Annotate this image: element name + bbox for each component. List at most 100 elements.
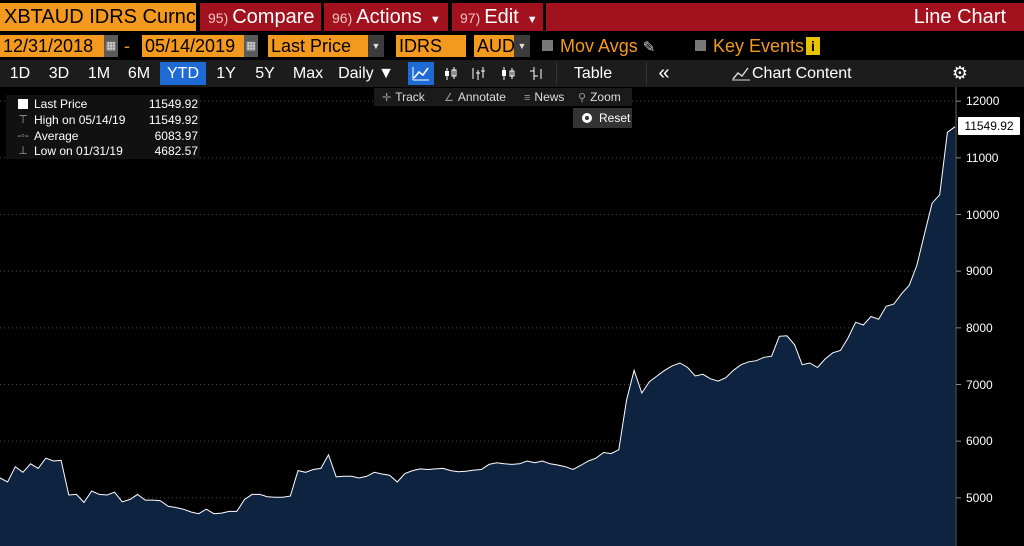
legend-value: 11549.92 bbox=[148, 97, 198, 111]
options-bar: 12/31/2018 ▦ - 05/14/2019 ▦ Last Price ▼… bbox=[0, 33, 1024, 60]
range-1y[interactable]: 1Y bbox=[216, 65, 236, 82]
actions-button[interactable]: 96) Actions ▼ bbox=[324, 3, 448, 31]
crosshair-icon: ✛ bbox=[382, 92, 392, 104]
line-chart-icon[interactable] bbox=[408, 62, 434, 85]
actions-number: 96) bbox=[332, 10, 353, 26]
info-icon[interactable]: i bbox=[806, 37, 820, 55]
range-1m[interactable]: 1M bbox=[87, 65, 111, 82]
news-label: News bbox=[534, 90, 565, 104]
legend-value: 6083.97 bbox=[154, 129, 198, 143]
price-chart[interactable] bbox=[0, 87, 1024, 546]
header-bar: XBTAUD IDRS Curnc 95) Compare 96) Actions ▼… bbox=[0, 0, 1024, 33]
edit-label: Edit bbox=[484, 6, 519, 28]
square-icon bbox=[18, 99, 28, 109]
track-label: Track bbox=[395, 90, 425, 104]
mov-avgs-label[interactable]: Mov Avgs ✎ bbox=[560, 35, 655, 59]
legend-label: Low on 01/31/19 bbox=[34, 144, 123, 158]
range-1d[interactable]: 1D bbox=[9, 65, 31, 82]
legend-row-average: -◦- Average 6083.97 bbox=[6, 129, 200, 144]
magnifier-icon: ⚲ bbox=[578, 92, 587, 104]
compare-button[interactable]: 95) Compare bbox=[200, 3, 321, 31]
ohlc-chart-icon[interactable] bbox=[466, 62, 492, 85]
legend-value: 11549.92 bbox=[148, 113, 198, 127]
legend-label: High on 05/14/19 bbox=[34, 113, 126, 127]
chevron-down-icon[interactable]: ▼ bbox=[368, 35, 384, 57]
mov-avgs-checkbox[interactable] bbox=[542, 40, 553, 51]
y-axis-ticks bbox=[956, 100, 961, 499]
reset-label: Reset bbox=[599, 111, 631, 125]
actions-label: Actions bbox=[356, 6, 422, 28]
y-tick-label: 5000 bbox=[966, 490, 993, 505]
collapse-panel-button[interactable]: « bbox=[658, 62, 670, 84]
end-date-field[interactable]: 05/14/2019 bbox=[142, 35, 244, 57]
pencil-icon: ∠ bbox=[444, 92, 454, 104]
candlestick-chart-icon[interactable] bbox=[496, 62, 522, 85]
y-tick-label: 10000 bbox=[966, 207, 1000, 222]
date-range-dash: - bbox=[124, 36, 130, 56]
legend-row-high: ⊤ High on 05/14/19 11549.92 bbox=[6, 113, 200, 128]
compare-number: 95) bbox=[208, 10, 229, 26]
legend-row-low: ⊥ Low on 01/31/19 4682.57 bbox=[6, 144, 200, 159]
pencil-icon: ✎ bbox=[642, 39, 656, 56]
legend-value: 4682.57 bbox=[154, 144, 198, 158]
key-events-checkbox[interactable] bbox=[695, 40, 706, 51]
zoom-label: Zoom bbox=[590, 90, 621, 104]
legend-label: Average bbox=[34, 129, 79, 143]
range-ytd[interactable]: YTD bbox=[160, 62, 206, 85]
range-6m[interactable]: 6M bbox=[127, 65, 151, 82]
range-5y[interactable]: 5Y bbox=[255, 65, 275, 82]
chart-toolbar: 1D 3D 1M 6M YTD 1Y 5Y Max Daily ▼ Table … bbox=[0, 60, 1024, 87]
legend-panel: Last Price 11549.92 ⊤ High on 05/14/19 1… bbox=[6, 95, 200, 159]
low-marker-icon: ⊥ bbox=[18, 145, 28, 157]
y-tick-label: 11000 bbox=[966, 150, 999, 165]
key-events-label[interactable]: Key Events bbox=[713, 36, 805, 56]
y-tick-label: 6000 bbox=[966, 434, 993, 449]
toolbar-divider bbox=[556, 62, 557, 85]
source-field[interactable]: IDRS bbox=[396, 35, 466, 57]
calendar-icon[interactable]: ▦ bbox=[104, 35, 118, 57]
zoom-tool[interactable]: ⚲ Zoom bbox=[578, 88, 621, 107]
table-button[interactable]: Table bbox=[573, 65, 613, 82]
mov-avgs-text: Mov Avgs bbox=[560, 36, 638, 56]
average-line-icon: -◦- bbox=[17, 130, 29, 142]
currency-select[interactable]: AUD bbox=[474, 35, 514, 57]
caret-down-icon: ▼ bbox=[526, 14, 538, 26]
reset-button[interactable]: Reset bbox=[573, 108, 632, 128]
start-date-field[interactable]: 12/31/2018 bbox=[0, 35, 104, 57]
y-tick-label: 12000 bbox=[966, 94, 1000, 109]
price-area bbox=[0, 126, 955, 546]
chart-content-button[interactable]: Chart Content bbox=[752, 65, 852, 82]
bar-chart-icon[interactable] bbox=[438, 62, 464, 85]
reset-icon bbox=[582, 113, 592, 123]
ticker-field[interactable]: XBTAUD IDRS Curnc bbox=[0, 3, 196, 31]
gear-icon[interactable]: ⚙ bbox=[951, 63, 969, 83]
legend-label: Last Price bbox=[34, 97, 88, 111]
edit-number: 97) bbox=[460, 10, 481, 26]
y-tick-label: 9000 bbox=[966, 264, 993, 279]
chart-content-icon bbox=[728, 62, 754, 85]
chevron-down-icon[interactable]: ▼ bbox=[514, 35, 530, 57]
field-select[interactable]: Last Price bbox=[268, 35, 368, 57]
last-price-marker: 11549.92 bbox=[958, 117, 1020, 135]
chart-tools-bar: ✛ Track ∠ Annotate ≡ News ⚲ Zoom bbox=[374, 88, 632, 106]
news-icon: ≡ bbox=[524, 92, 531, 104]
price-line bbox=[0, 126, 956, 515]
calendar-icon[interactable]: ▦ bbox=[244, 35, 258, 57]
hlc-chart-icon[interactable] bbox=[524, 62, 550, 85]
caret-down-icon: ▼ bbox=[429, 14, 441, 26]
high-marker-icon: ⊤ bbox=[18, 114, 28, 126]
edit-button[interactable]: 97) Edit ▼ bbox=[452, 3, 543, 31]
frequency-select[interactable]: Daily ▼ bbox=[338, 65, 394, 82]
compare-label: Compare bbox=[232, 6, 315, 28]
annotate-label: Annotate bbox=[457, 90, 506, 104]
chart-type-title: Line Chart bbox=[546, 3, 1024, 31]
y-tick-label: 7000 bbox=[966, 377, 993, 392]
range-3d[interactable]: 3D bbox=[48, 65, 70, 82]
range-max[interactable]: Max bbox=[292, 65, 324, 82]
news-tool[interactable]: ≡ News bbox=[524, 88, 564, 107]
legend-row-last-price: Last Price 11549.92 bbox=[6, 97, 200, 112]
y-tick-label: 8000 bbox=[966, 320, 993, 335]
toolbar-divider bbox=[646, 62, 647, 85]
annotate-tool[interactable]: ∠ Annotate bbox=[444, 88, 506, 107]
track-tool[interactable]: ✛ Track bbox=[382, 88, 425, 107]
